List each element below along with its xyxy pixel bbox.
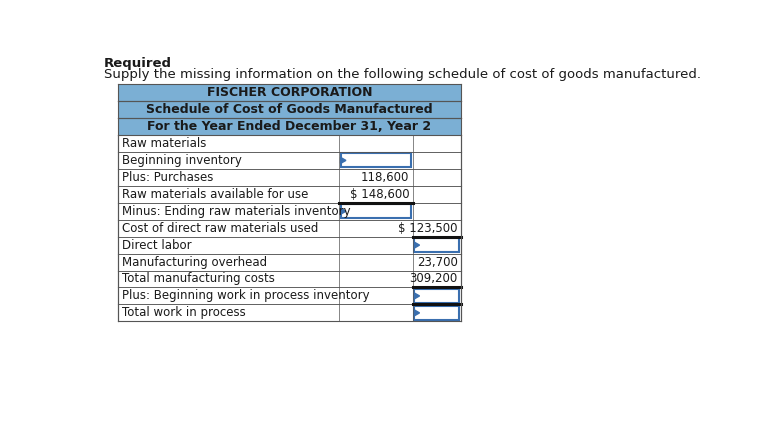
Bar — [414, 238, 459, 252]
Bar — [118, 305, 460, 321]
Text: Minus: Ending raw materials inventory: Minus: Ending raw materials inventory — [122, 205, 351, 218]
Bar — [414, 306, 459, 320]
Text: 23,700: 23,700 — [416, 256, 457, 269]
Bar — [118, 84, 460, 101]
Text: Required: Required — [104, 57, 172, 70]
Text: Plus: Purchases: Plus: Purchases — [122, 171, 214, 184]
Bar — [118, 169, 460, 186]
Text: Total manufacturing costs: Total manufacturing costs — [122, 273, 274, 286]
Polygon shape — [414, 293, 419, 299]
Bar — [118, 270, 460, 287]
Text: Manufacturing overhead: Manufacturing overhead — [122, 256, 267, 269]
Bar — [118, 254, 460, 270]
Polygon shape — [341, 208, 346, 214]
Text: 118,600: 118,600 — [361, 171, 409, 184]
Bar — [341, 204, 411, 218]
Text: FISCHER CORPORATION: FISCHER CORPORATION — [207, 86, 372, 99]
Polygon shape — [414, 242, 419, 248]
Text: For the Year Ended December 31, Year 2: For the Year Ended December 31, Year 2 — [147, 120, 432, 133]
Polygon shape — [341, 157, 346, 163]
Text: Total work in process: Total work in process — [122, 306, 246, 319]
Bar — [414, 289, 459, 303]
Bar — [118, 287, 460, 305]
Bar — [341, 153, 411, 167]
Text: Schedule of Cost of Goods Manufactured: Schedule of Cost of Goods Manufactured — [146, 103, 433, 116]
Text: Supply the missing information on the following schedule of cost of goods manufa: Supply the missing information on the fo… — [104, 68, 701, 81]
Text: $ 123,500: $ 123,500 — [398, 222, 457, 235]
Bar — [118, 118, 460, 135]
Bar — [118, 237, 460, 254]
Text: Plus: Beginning work in process inventory: Plus: Beginning work in process inventor… — [122, 289, 369, 302]
Text: Direct labor: Direct labor — [122, 238, 191, 251]
Text: Beginning inventory: Beginning inventory — [122, 154, 242, 167]
Text: Cost of direct raw materials used: Cost of direct raw materials used — [122, 222, 318, 235]
Text: 309,200: 309,200 — [409, 273, 457, 286]
Text: $ 148,600: $ 148,600 — [350, 188, 409, 201]
Text: Raw materials: Raw materials — [122, 137, 207, 150]
Bar — [118, 101, 460, 118]
Bar — [118, 203, 460, 220]
Bar — [118, 152, 460, 169]
Bar — [118, 135, 460, 152]
Bar — [118, 186, 460, 203]
Polygon shape — [414, 310, 419, 316]
Text: Raw materials available for use: Raw materials available for use — [122, 188, 308, 201]
Bar — [118, 220, 460, 237]
